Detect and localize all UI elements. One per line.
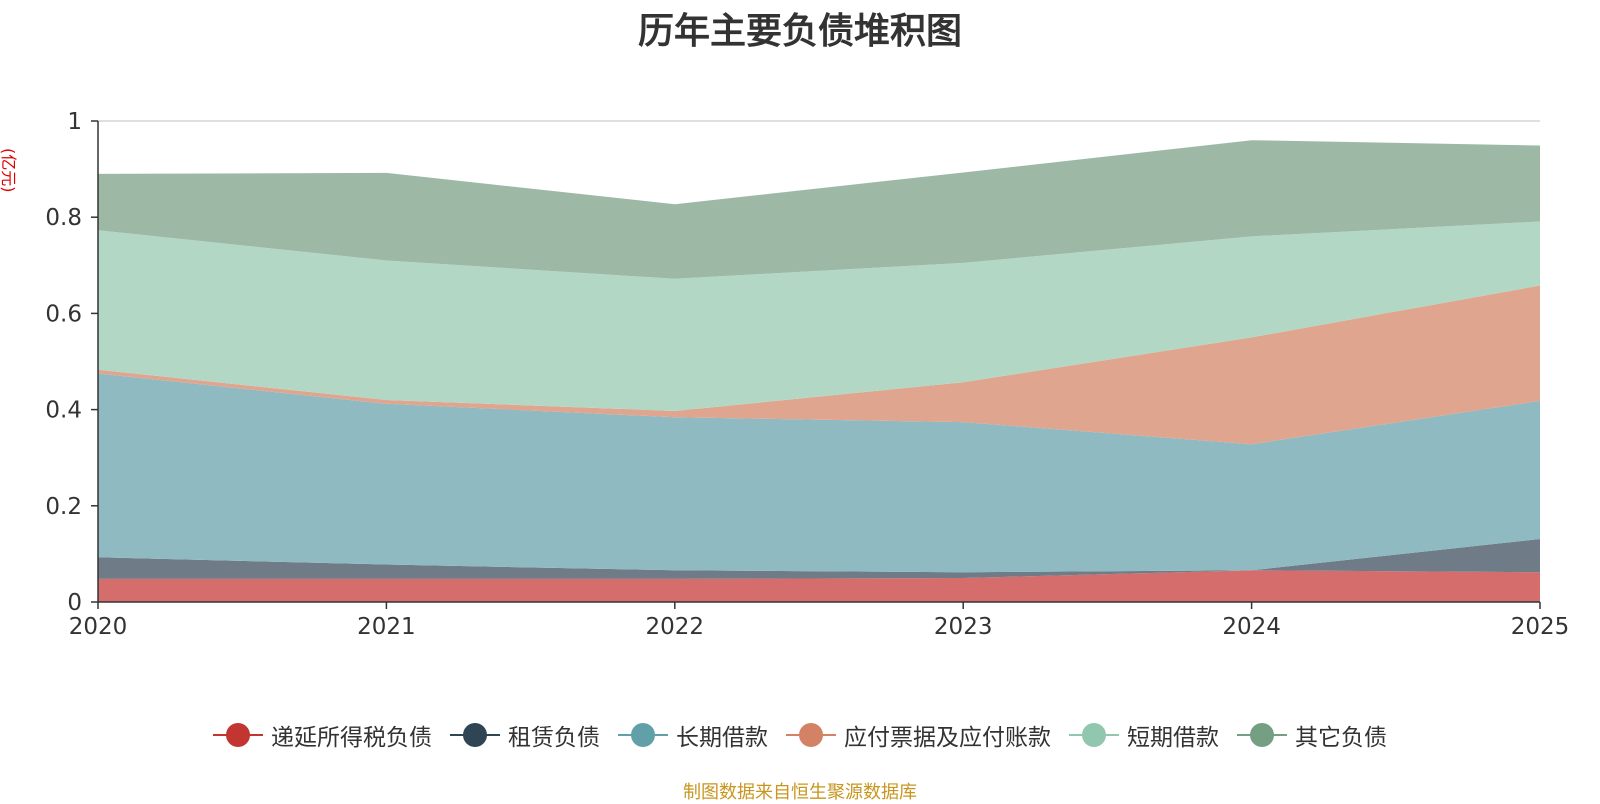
area-series-1: [98, 539, 1540, 579]
legend-marker-icon: [1237, 723, 1287, 747]
legend-marker-icon: [213, 723, 263, 747]
legend-label: 递延所得税负债: [271, 725, 432, 751]
x-tick-label: 2024: [1222, 614, 1281, 640]
y-tick-label: 0: [67, 590, 82, 616]
legend-item-1[interactable]: 租赁负债: [450, 718, 600, 752]
legend-marker-icon: [450, 723, 500, 747]
area-series-2: [98, 373, 1540, 573]
legend: 递延所得税负债 租赁负债 长期借款 应付票据及应付账款 短期借款 其它负债: [0, 718, 1600, 752]
legend-item-0[interactable]: 递延所得税负债: [213, 718, 432, 752]
legend-label: 长期借款: [676, 725, 768, 751]
area-series-5: [98, 140, 1540, 279]
legend-marker-icon: [786, 723, 836, 747]
legend-label: 应付票据及应付账款: [844, 725, 1051, 751]
legend-marker-icon: [618, 723, 668, 747]
x-tick-label: 2022: [646, 614, 705, 640]
chart-title: 历年主要负债堆积图: [637, 11, 962, 52]
legend-item-5[interactable]: 其它负债: [1237, 718, 1387, 752]
x-tick-label: 2021: [357, 614, 416, 640]
legend-item-3[interactable]: 应付票据及应付账款: [786, 718, 1051, 752]
legend-label: 其它负债: [1295, 725, 1387, 751]
y-tick-label: 0.2: [45, 494, 82, 520]
x-tick-label: 2023: [934, 614, 993, 640]
x-tick-label: 2025: [1511, 614, 1570, 640]
y-tick-label: 1: [67, 109, 82, 135]
area-series: [98, 140, 1540, 602]
x-tick-label: 2020: [69, 614, 128, 640]
legend-label: 短期借款: [1127, 725, 1219, 751]
area-series-3: [98, 285, 1540, 445]
legend-item-2[interactable]: 长期借款: [618, 718, 768, 752]
axes: 0 0.2 0.4 0.6 0.8 1 2020 2021 2022 2023 2024 2025: [45, 109, 1569, 640]
area-series-4: [98, 221, 1540, 411]
legend-label: 租赁负债: [508, 725, 600, 751]
y-tick-label: 0.4: [45, 398, 82, 424]
source-note: 制图数据来自恒生聚源数据库: [683, 782, 917, 803]
legend-marker-icon: [1069, 723, 1119, 747]
legend-item-4[interactable]: 短期借款: [1069, 718, 1219, 752]
stacked-area-chart: 0 0.2 0.4 0.6 0.8 1 2020 2021 2022 2023 2024 2025: [45, 109, 1569, 640]
y-tick-label: 0.6: [45, 301, 82, 327]
area-series-0: [98, 570, 1540, 602]
y-tick-label: 0.8: [45, 205, 82, 231]
